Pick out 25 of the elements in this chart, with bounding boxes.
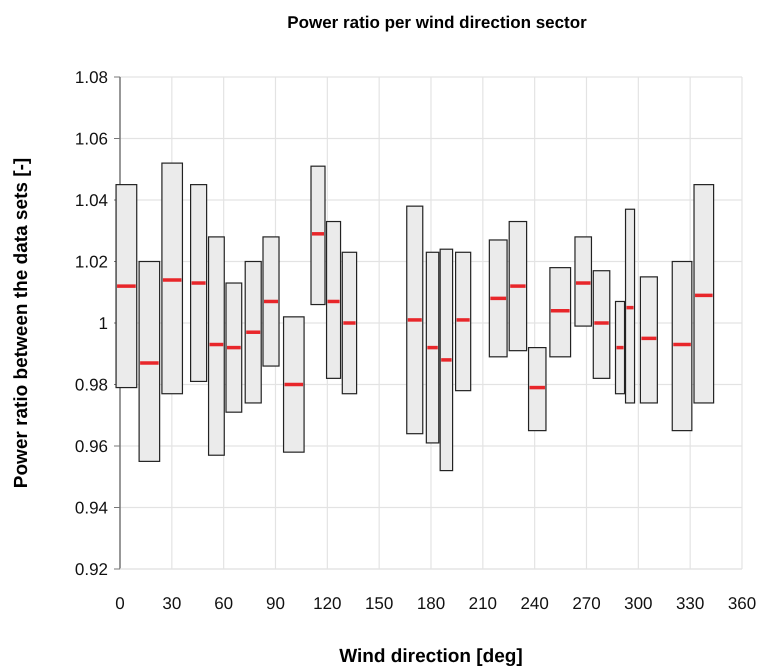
y-tick-label: 1.08: [74, 68, 108, 87]
x-tick-label: 150: [364, 594, 394, 613]
x-tick-label: 30: [162, 594, 182, 613]
x-tick-label: 180: [416, 594, 446, 613]
x-tick-label: 90: [266, 594, 285, 613]
x-tick-label: 210: [468, 594, 498, 613]
x-tick-label: 300: [624, 594, 653, 613]
y-tick-label: 1.02: [74, 252, 108, 272]
y-tick-label: 1.06: [74, 129, 108, 148]
x-tick-label: 240: [520, 594, 549, 613]
x-tick-label: 270: [572, 594, 601, 613]
chart-title: Power ratio per wind direction sector: [287, 13, 588, 32]
x-tick-label: 360: [728, 594, 756, 613]
x-tick-label: 0: [115, 594, 125, 613]
y-tick-label: 1: [98, 314, 108, 333]
y-tick-label: 0.92: [74, 560, 108, 579]
x-tick-label: 330: [676, 594, 704, 613]
y-axis-title: Power ratio between the data sets [-]: [11, 158, 32, 488]
x-tick-label: 120: [313, 594, 342, 613]
x-tick-label: 60: [214, 594, 234, 613]
y-tick-label: 0.96: [74, 436, 108, 456]
y-tick-label: 1.04: [74, 190, 108, 210]
y-tick-label: 0.94: [74, 498, 108, 518]
x-axis-title: Wind direction [deg]: [339, 646, 523, 666]
y-tick-label: 0.98: [74, 375, 108, 394]
